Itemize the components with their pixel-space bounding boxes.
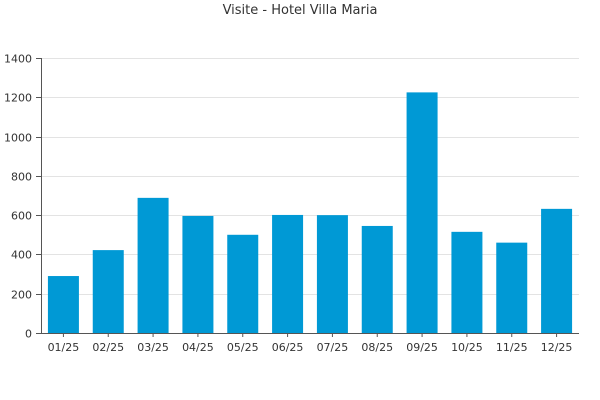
x-tick-label: 12/25 — [541, 341, 573, 354]
x-tick-label: 01/25 — [48, 341, 80, 354]
x-tick-label: 02/25 — [92, 341, 124, 354]
y-tick-label: 400 — [11, 249, 32, 262]
bar-09-25 — [406, 92, 438, 334]
y-tick-label: 200 — [11, 289, 32, 302]
y-tick-label: 0 — [25, 328, 32, 341]
bar-02-25 — [92, 250, 124, 333]
x-tick-label: 06/25 — [272, 341, 304, 354]
bar-11-25 — [496, 242, 528, 333]
bar-05-25 — [227, 234, 259, 333]
bar-08-25 — [361, 225, 393, 333]
x-tick-label: 03/25 — [137, 341, 169, 354]
chart-title: Visite - Hotel Villa Maria — [222, 3, 378, 18]
bar-10-25 — [451, 231, 483, 333]
x-tick-label: 08/25 — [361, 341, 393, 354]
x-tick-label: 07/25 — [317, 341, 349, 354]
bar-03-25 — [137, 197, 169, 333]
y-tick-label: 800 — [11, 171, 32, 184]
x-tick-label: 09/25 — [406, 341, 438, 354]
y-tick-label: 600 — [11, 210, 32, 223]
bar-12-25 — [541, 208, 573, 333]
y-tick-label: 1000 — [4, 132, 32, 145]
y-tick-label: 1400 — [4, 53, 32, 66]
bar-01-25 — [47, 276, 79, 333]
y-tick-label: 1200 — [4, 92, 32, 105]
bar-07-25 — [316, 215, 348, 333]
bar-06-25 — [272, 214, 304, 333]
x-tick-label: 05/25 — [227, 341, 259, 354]
x-tick-label: 04/25 — [182, 341, 214, 354]
x-tick-label: 10/25 — [451, 341, 483, 354]
bar-04-25 — [182, 215, 214, 333]
x-tick-label: 11/25 — [496, 341, 528, 354]
